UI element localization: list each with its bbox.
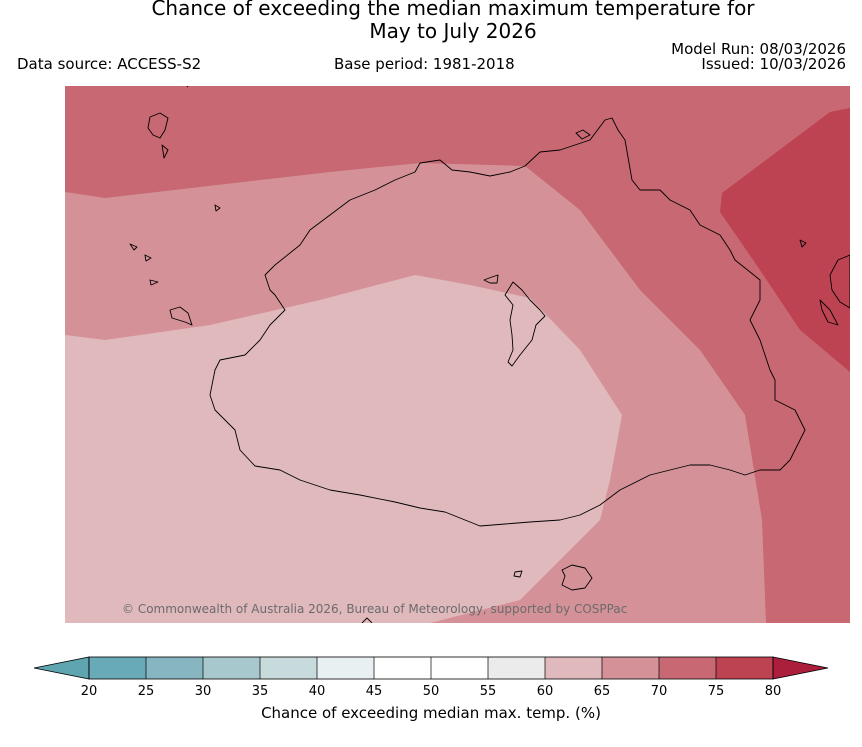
colorbar-tick-40: 40	[309, 684, 326, 699]
colorbar-tick-55: 55	[480, 684, 497, 699]
zone-60-65	[65, 275, 622, 623]
colorbar-segments	[89, 657, 774, 679]
colorbar-segment-45-50	[374, 657, 432, 679]
title-line-2: May to July 2026	[369, 19, 537, 43]
base-period-label: Base period: 1981-2018	[334, 55, 515, 73]
zone-75-80	[720, 108, 850, 372]
colorbar-tick-50: 50	[423, 684, 440, 699]
colorbar-segment-40-45	[317, 657, 375, 679]
colorbar-tick-35: 35	[252, 684, 269, 699]
colorbar-under-arrow	[33, 656, 90, 680]
colorbar-segment-20-25	[89, 657, 147, 679]
colorbar-segment-65-70	[602, 657, 660, 679]
colorbar-tick-30: 30	[195, 684, 212, 699]
coastline	[129, 86, 850, 623]
colorbar-tick-45: 45	[366, 684, 383, 699]
colorbar-tick-65: 65	[594, 684, 611, 699]
colorbar-segment-70-75	[659, 657, 717, 679]
colorbar-segment-35-40	[260, 657, 318, 679]
map-title: Chance of exceeding the median maximum t…	[0, 0, 862, 43]
map-area	[65, 86, 850, 623]
colorbar-tick-75: 75	[708, 684, 725, 699]
title-line-1: Chance of exceeding the median maximum t…	[151, 0, 755, 20]
colorbar-segment-30-35	[203, 657, 261, 679]
colorbar-segment-75-80	[716, 657, 774, 679]
data-source-label: Data source: ACCESS-S2	[17, 55, 202, 73]
colorbar-tick-60: 60	[537, 684, 554, 699]
colorbar-ticks: 20 25 30 35 40 45 50 55 60 65 70 75 80	[81, 657, 782, 699]
colorbar-tick-80: 80	[765, 684, 782, 699]
copyright-notice: © Commonwealth of Australia 2026, Bureau…	[122, 602, 627, 616]
model-run-label: Model Run: 08/03/2026	[671, 40, 846, 58]
colorbar-segment-55-60	[488, 657, 546, 679]
colorbar-tick-70: 70	[651, 684, 668, 699]
colorbar-tick-25: 25	[138, 684, 155, 699]
colorbar-title: Chance of exceeding median max. temp. (%…	[261, 704, 601, 722]
colorbar-segment-50-55	[431, 657, 489, 679]
colorbar-segment-25-30	[146, 657, 204, 679]
issued-date-label: Issued: 10/03/2026	[701, 55, 846, 73]
colorbar-over-arrow	[772, 656, 829, 680]
colorbar-segment-60-65	[545, 657, 603, 679]
colorbar-tick-20: 20	[81, 684, 98, 699]
